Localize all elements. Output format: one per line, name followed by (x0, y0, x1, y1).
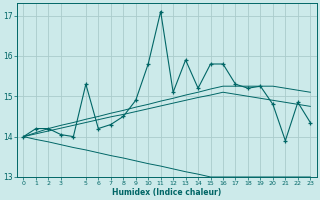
X-axis label: Humidex (Indice chaleur): Humidex (Indice chaleur) (112, 188, 221, 197)
